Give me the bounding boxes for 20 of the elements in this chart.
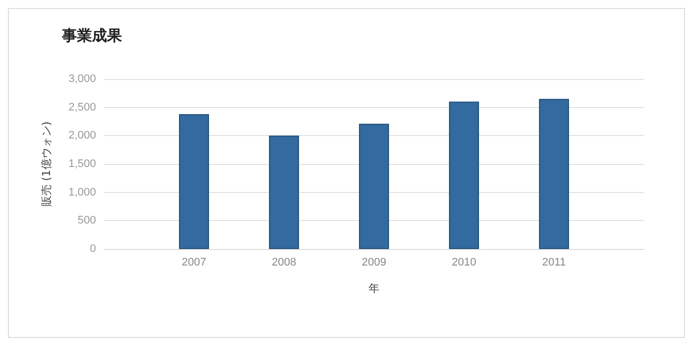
x-tick-label: 2008 <box>272 256 296 268</box>
x-tick-label: 2007 <box>182 256 206 268</box>
y-tick-label: 0 <box>90 243 96 255</box>
x-tick-label: 2009 <box>362 256 386 268</box>
y-axis-title: 販売 (1億ウォン) <box>40 121 53 207</box>
y-tick-label: 1,500 <box>68 158 96 170</box>
y-tick-label: 2,500 <box>68 101 96 114</box>
y-tick-label: 2,000 <box>68 130 96 142</box>
x-tick-label: 2011 <box>542 256 566 268</box>
bar <box>449 102 479 249</box>
bar <box>539 98 569 249</box>
x-axis-title: 年 <box>368 282 380 295</box>
chart-title: 事業成果 <box>61 26 123 44</box>
y-tick-label: 1,000 <box>68 186 96 198</box>
bar <box>269 136 299 249</box>
y-tick-label: 3,000 <box>68 73 96 85</box>
bar <box>179 114 209 249</box>
y-tick-label: 500 <box>78 214 96 227</box>
bar <box>359 124 389 249</box>
x-tick-label: 2010 <box>452 256 476 268</box>
